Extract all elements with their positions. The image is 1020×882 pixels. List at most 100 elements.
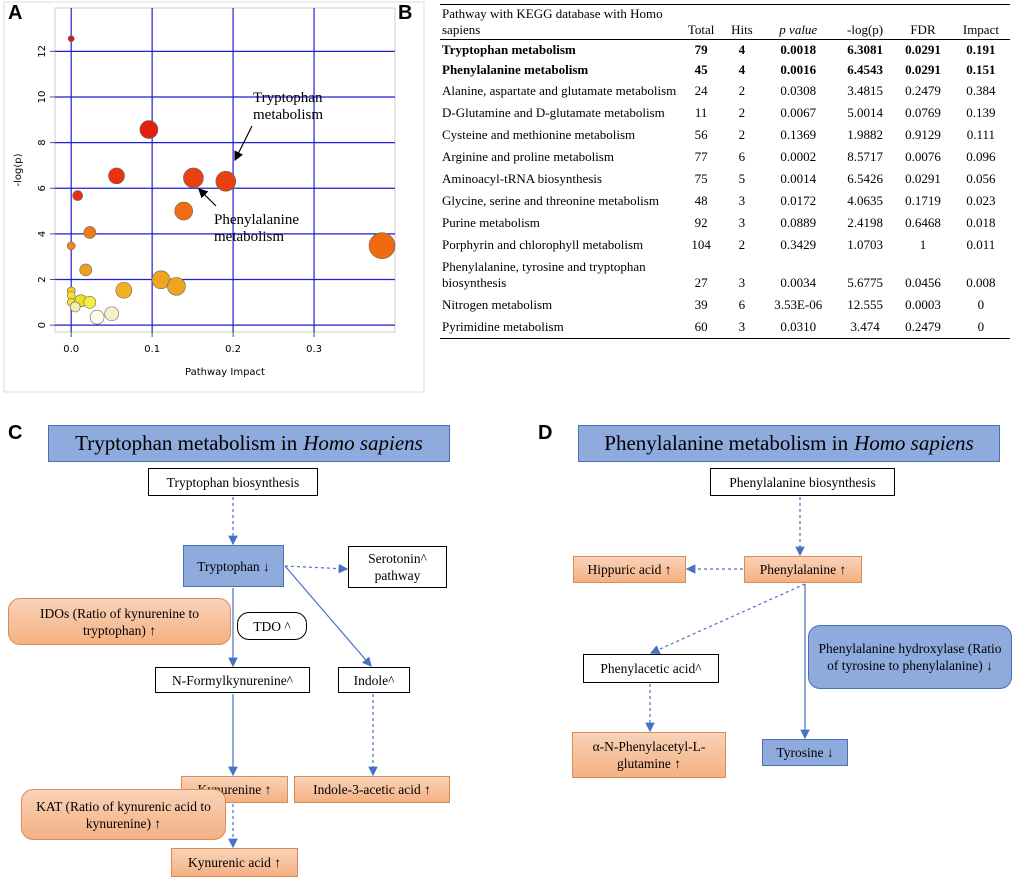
table-cell: Porphyrin and chlorophyll metabolism bbox=[442, 237, 644, 252]
node: Kynurenic acid ↑ bbox=[171, 848, 298, 877]
table-row: Pyrimidine metabolism 60 3 0.0310 3.474 0.247… bbox=[440, 316, 1010, 339]
table-row: Porphyrin and chlorophyll metabolism 104 2… bbox=[440, 234, 1010, 256]
y-tick-label: 12 bbox=[37, 45, 48, 58]
y-tick-label: 10 bbox=[37, 91, 48, 104]
table-cell: 0.9129 bbox=[905, 127, 941, 142]
table-cell: 77 bbox=[694, 149, 708, 164]
column-header: Pathway with KEGG database with Homo sap… bbox=[440, 4, 679, 40]
table-cell: Phenylalanine metabolism bbox=[442, 62, 589, 77]
table-row: Alanine, aspartate and glutamate metabol… bbox=[440, 80, 1010, 102]
table-cell: 3 bbox=[738, 319, 746, 334]
panel-label: D bbox=[538, 422, 553, 444]
table-cell: 0.0291 bbox=[905, 42, 941, 57]
column-header: p value bbox=[760, 4, 836, 40]
table-cell: 1.9882 bbox=[847, 127, 883, 142]
table-cell: 92 bbox=[694, 215, 708, 230]
bubble bbox=[115, 281, 133, 299]
pathway-table: Pathway with KEGG database with Homo sap… bbox=[440, 4, 1010, 339]
table-row: Glycine, serine and threonine metabolism… bbox=[440, 190, 1010, 212]
table-cell: Tryptophan metabolism bbox=[442, 42, 576, 57]
table-cell: 0.011 bbox=[966, 237, 996, 252]
table-cell: 0.0291 bbox=[905, 171, 941, 186]
table-cell: 0.0308 bbox=[780, 83, 817, 98]
table-cell: 0.3429 bbox=[780, 237, 817, 252]
annotation-arrow bbox=[198, 188, 217, 207]
table-cell: D-Glutamine and D-glutamate metabolism bbox=[442, 105, 665, 120]
panel-label: C bbox=[8, 422, 23, 444]
title-text: Phenylalanine metabolism in bbox=[604, 431, 849, 455]
table-cell: 60 bbox=[694, 319, 708, 334]
bubble bbox=[83, 296, 97, 309]
table-cell: 3.53E-06 bbox=[774, 297, 823, 312]
node: Phenylalanine biosynthesis bbox=[710, 468, 895, 496]
table-row: Purine metabolism 92 3 0.0889 2.4198 0.6468 0.… bbox=[440, 212, 1010, 234]
table-cell: 0.023 bbox=[966, 193, 996, 208]
table-cell: 0.008 bbox=[966, 275, 996, 290]
table-cell: 5.6775 bbox=[847, 275, 883, 290]
table-cell: 6.3081 bbox=[847, 42, 883, 57]
table-cell: 0.0034 bbox=[780, 275, 817, 290]
panel-a-frame bbox=[3, 1, 425, 393]
node: Tyrosine ↓ bbox=[762, 739, 848, 766]
node: Hippuric acid ↑ bbox=[573, 556, 686, 583]
table-cell: 0.191 bbox=[966, 42, 996, 57]
node: Serotonin^ pathway bbox=[348, 546, 447, 588]
table-cell: Phenylalanine, tyrosine and tryptophan b… bbox=[442, 259, 646, 290]
table-row: Aminoacyl-tRNA biosynthesis 75 5 0.0014 6.54… bbox=[440, 168, 1010, 190]
table-cell: 0.056 bbox=[966, 171, 996, 186]
arrow bbox=[649, 583, 806, 654]
table-body: Tryptophan metabolism 79 4 0.0018 6.3081 0.02… bbox=[440, 40, 1010, 339]
table-cell: Nitrogen metabolism bbox=[442, 297, 553, 312]
node: KAT (Ratio of kynurenic acid to kynureni… bbox=[21, 789, 226, 840]
table-cell: 12.555 bbox=[847, 297, 883, 312]
table-cell: 0.1369 bbox=[780, 127, 817, 142]
node: IDOs (Ratio of kynurenine to tryptophan)… bbox=[8, 598, 231, 645]
table-cell: 6.4543 bbox=[847, 62, 883, 77]
y-axis-label: -log(p) bbox=[13, 153, 24, 186]
table-cell: 11 bbox=[694, 105, 708, 120]
x-tick-label: 0.3 bbox=[306, 344, 322, 355]
annotation: Phenylalanine metabolism bbox=[214, 212, 299, 245]
table-cell: 75 bbox=[694, 171, 708, 186]
column-header: Hits bbox=[723, 4, 761, 40]
table-cell: 0.151 bbox=[966, 62, 996, 77]
scatter-plot: 0.0 0.1 0.2 0.3 0 2 4 6 8 10 12 Pathway Impact -log(… bbox=[13, 7, 396, 378]
column-header: Total bbox=[679, 4, 724, 40]
table-cell: 8.5717 bbox=[847, 149, 883, 164]
bubble bbox=[89, 309, 105, 325]
table-cell: 1 bbox=[919, 237, 927, 252]
x-tick-label: 0.1 bbox=[144, 344, 160, 355]
node: N-Formylkynurenine^ bbox=[155, 667, 310, 693]
x-axis-label: Pathway Impact bbox=[185, 367, 265, 378]
panel-label: A bbox=[8, 2, 23, 24]
table-row: Nitrogen metabolism 39 6 3.53E-06 12.555 0.00… bbox=[440, 294, 1010, 316]
node: Indole^ bbox=[338, 667, 410, 693]
bubble bbox=[83, 226, 97, 239]
table-cell: 0.6468 bbox=[905, 215, 941, 230]
column-header: FDR bbox=[894, 4, 952, 40]
table-cell: 0.139 bbox=[966, 105, 996, 120]
table-cell: 0.0769 bbox=[905, 105, 941, 120]
y-tick-label: 8 bbox=[37, 139, 48, 145]
plot-area bbox=[54, 7, 396, 333]
organism: Homo sapiens bbox=[303, 431, 423, 455]
bubble bbox=[69, 301, 81, 313]
title-text: Tryptophan metabolism in bbox=[75, 431, 298, 455]
bubble bbox=[72, 190, 83, 201]
table-cell: 0.384 bbox=[966, 83, 996, 98]
bubble bbox=[108, 167, 125, 185]
table-cell: 45 bbox=[694, 62, 708, 77]
table-cell: 2 bbox=[738, 127, 746, 142]
x-tick-label: 0.0 bbox=[63, 344, 79, 355]
table-cell: 0.096 bbox=[966, 149, 996, 164]
table-cell: 4 bbox=[738, 62, 746, 77]
node: Phenylalanine ↑ bbox=[744, 556, 862, 583]
table-cell: 3 bbox=[738, 193, 746, 208]
table-row: Tryptophan metabolism 79 4 0.0018 6.3081 0.02… bbox=[440, 40, 1010, 61]
panel-label: B bbox=[398, 2, 413, 24]
annotation-arrow bbox=[234, 125, 253, 162]
column-header: Impact bbox=[951, 4, 1010, 40]
diagram-title: Tryptophan metabolism in Homo sapiens bbox=[48, 425, 450, 462]
